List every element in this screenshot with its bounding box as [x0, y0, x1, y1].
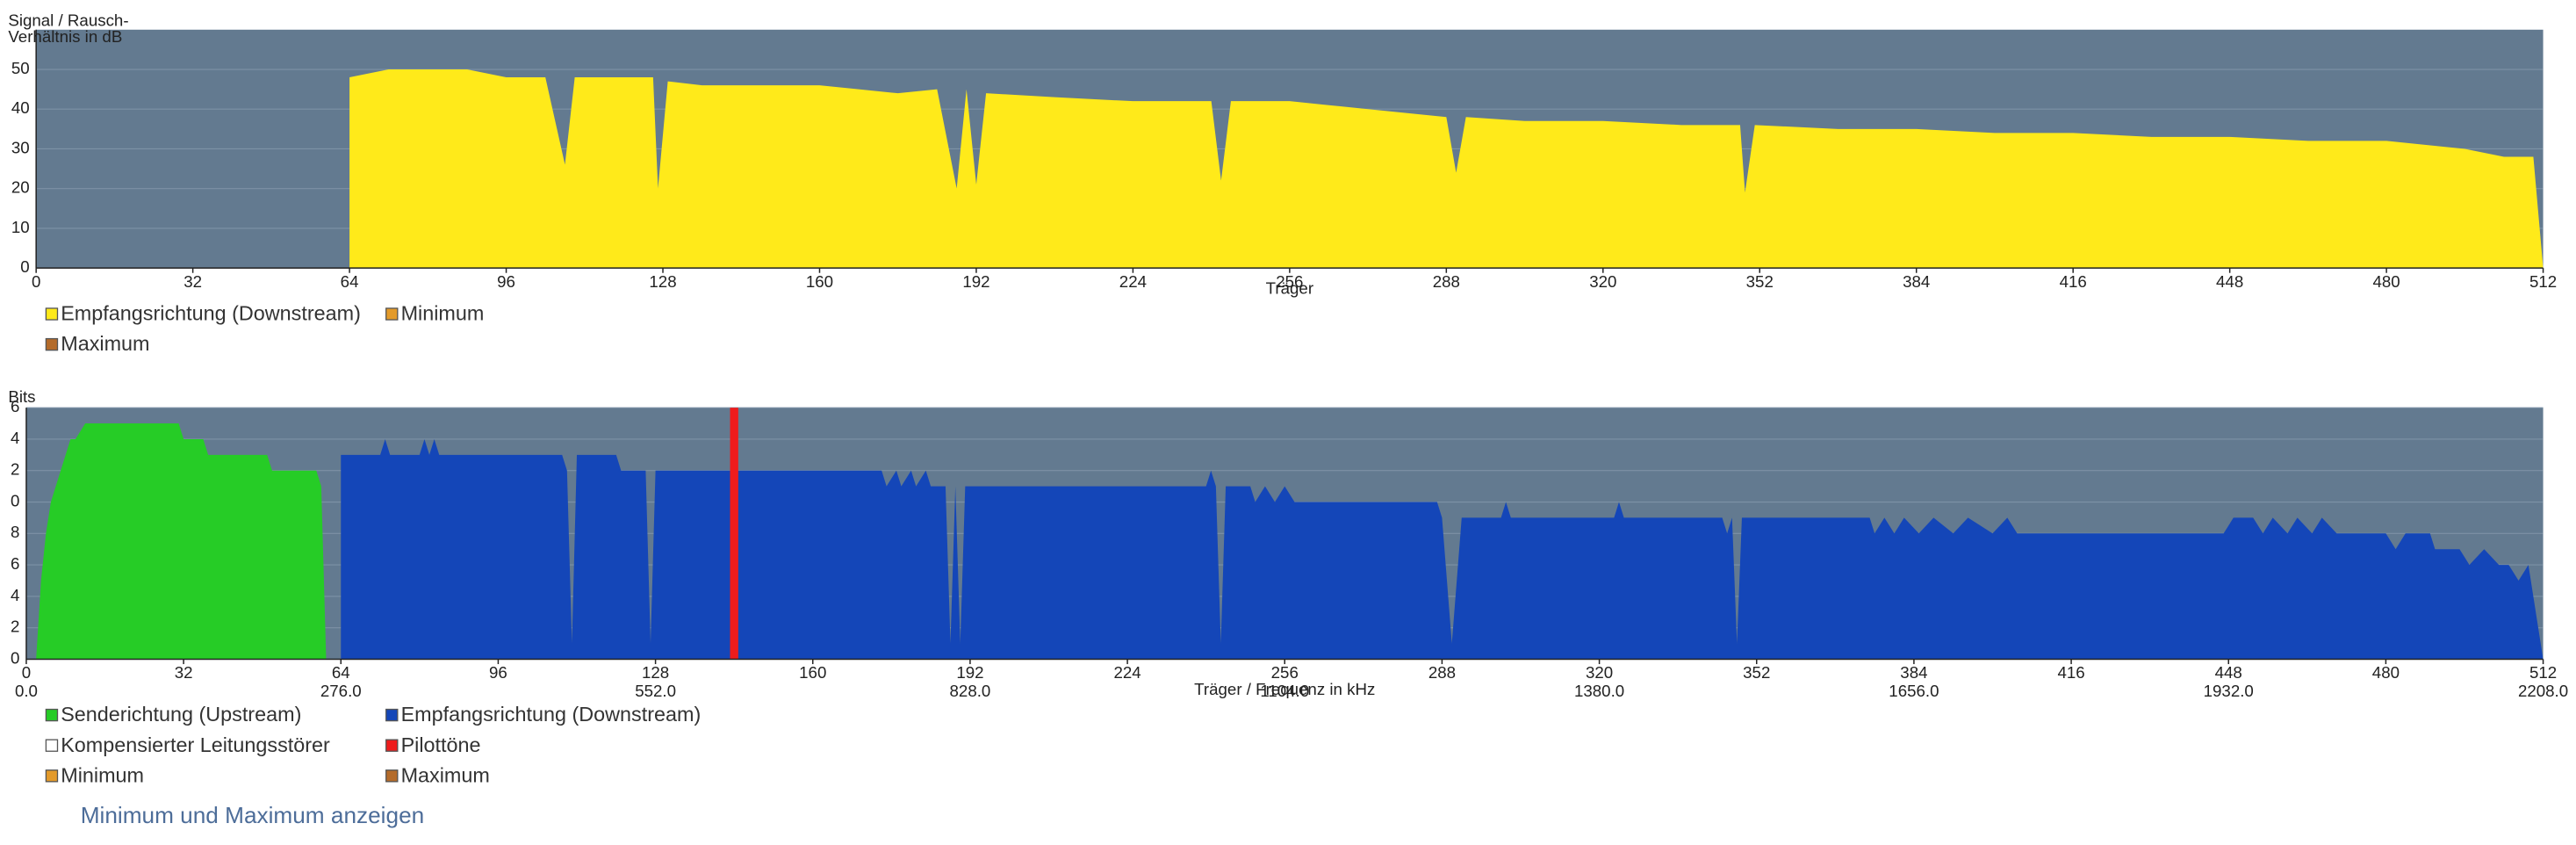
y-tick-label: 0 [20, 257, 29, 276]
toggle-min-max-link[interactable]: Minimum und Maximum anzeigen [81, 802, 425, 828]
x2-tick-label: 276.0 [320, 682, 362, 700]
x-tick-label: 128 [649, 272, 676, 291]
x-tick-label: 288 [1433, 272, 1460, 291]
x-tick-label: 0 [32, 272, 40, 291]
x-tick-label: 224 [1119, 272, 1147, 291]
legend-swatch [45, 307, 59, 321]
x-tick-label: 352 [1743, 663, 1770, 682]
legend-label: Empfangsrichtung (Downstream) [61, 302, 361, 325]
x-tick-label: 192 [956, 663, 983, 682]
x-tick-label: 160 [799, 663, 826, 682]
x2-tick-label: 1104.0 [1260, 682, 1309, 700]
legend-label: Maximum [401, 763, 490, 786]
x-tick-label: 256 [1271, 663, 1299, 682]
area [36, 423, 327, 660]
legend-label: Empfangsrichtung (Downstream) [401, 703, 702, 726]
x2-tick-label: 828.0 [950, 682, 991, 700]
legend-label: Minimum [401, 302, 485, 325]
x-tick-label: 448 [2216, 272, 2243, 291]
x-tick-label: 288 [1428, 663, 1456, 682]
area [341, 438, 2544, 660]
y-tick-label: 10 [11, 218, 30, 236]
x-tick-label: 320 [1589, 272, 1616, 291]
x-tick-label: 32 [175, 663, 193, 682]
x-tick-label: 64 [341, 272, 359, 291]
x-tick-label: 480 [2373, 272, 2400, 291]
legend-swatch [45, 739, 59, 752]
y-tick-label: 0 [11, 491, 19, 509]
y-tick-label: 40 [11, 98, 30, 117]
x-tick-label: 64 [332, 663, 350, 682]
x-tick-label: 96 [497, 272, 515, 291]
y-tick-label: 20 [11, 178, 30, 197]
y-tick-label: 4 [11, 429, 19, 447]
y-tick-label: 2 [11, 460, 19, 479]
x-tick-label: 384 [1903, 272, 1930, 291]
legend-swatch [385, 769, 399, 783]
x2-tick-label: 1932.0 [2204, 682, 2254, 700]
x-tick-label: 192 [962, 272, 989, 291]
legend-label: Maximum [61, 332, 149, 355]
y-tick-label: 2 [11, 618, 19, 636]
legend-swatch [45, 337, 59, 351]
x-tick-label: 416 [2060, 272, 2087, 291]
x-tick-label: 224 [1113, 663, 1140, 682]
y-tick-label: 50 [11, 59, 30, 77]
y-tick-label: 6 [11, 554, 19, 573]
y-tick-label: 4 [11, 586, 19, 604]
y-tick-label: 8 [11, 523, 19, 541]
x-tick-label: 32 [183, 272, 202, 291]
legend-swatch [385, 739, 399, 752]
x-tick-label: 0 [22, 663, 31, 682]
x-tick-label: 256 [1276, 272, 1303, 291]
x-tick-label: 384 [1900, 663, 1927, 682]
x2-tick-label: 1656.0 [1889, 682, 1939, 700]
pilot-tone [730, 408, 738, 660]
x2-tick-label: 0.0 [15, 682, 38, 700]
x-tick-label: 448 [2215, 663, 2242, 682]
y-axis-label: Bits [8, 387, 35, 406]
y-tick-label: 30 [11, 138, 30, 156]
y-tick-label: 6 [11, 397, 19, 415]
legend-label: Senderichtung (Upstream) [61, 703, 301, 726]
legend-label: Pilottöne [401, 733, 481, 756]
x-tick-label: 512 [2529, 663, 2557, 682]
y-tick-label: 0 [11, 648, 19, 667]
x2-tick-label: 2208.0 [2518, 682, 2568, 700]
chart-title: Signal / Rausch- [8, 11, 128, 29]
x2-tick-label: 1380.0 [1574, 682, 1624, 700]
legend-label: Minimum [61, 763, 144, 786]
x-tick-label: 160 [806, 272, 833, 291]
legend-label: Kompensierter Leitungsstörer [61, 733, 330, 756]
x-tick-label: 416 [2057, 663, 2084, 682]
x-tick-label: 128 [642, 663, 669, 682]
legend-swatch [385, 708, 399, 722]
x-tick-label: 480 [2372, 663, 2400, 682]
area [349, 69, 2544, 269]
legend-swatch [45, 708, 59, 722]
x-tick-label: 96 [489, 663, 507, 682]
chart-title: Verhältnis in dB [8, 27, 122, 46]
legend-swatch [385, 307, 399, 321]
x-axis-label: Träger / Frequenz in kHz [1194, 680, 1375, 698]
x-axis-label: Träger [1266, 278, 1313, 297]
x-tick-label: 320 [1586, 663, 1613, 682]
x-tick-label: 352 [1746, 272, 1774, 291]
legend-swatch [45, 769, 59, 783]
x2-tick-label: 552.0 [635, 682, 676, 700]
x-tick-label: 512 [2529, 272, 2557, 291]
